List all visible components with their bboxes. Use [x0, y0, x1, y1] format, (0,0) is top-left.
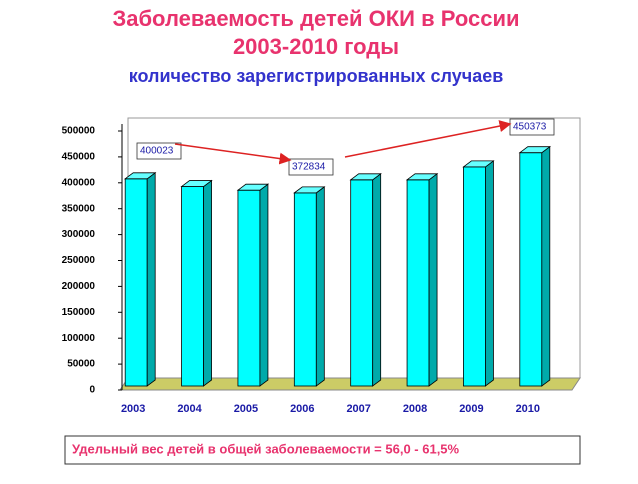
bar-top [462, 160, 495, 168]
y-tick-label: 500000 [62, 126, 96, 137]
bar-side [259, 183, 269, 387]
x-tick-label: 2006 [290, 403, 314, 415]
bar-front [124, 178, 148, 387]
bar-side [541, 145, 551, 387]
bar-front [519, 152, 543, 387]
x-tick-label: 2008 [403, 403, 427, 415]
bar-top [236, 183, 270, 191]
bar-top [349, 173, 382, 181]
x-tick-label: 2009 [459, 403, 483, 415]
x-tick-label: 2010 [516, 403, 540, 415]
value-label-box [136, 142, 182, 160]
y-tick-label: 50000 [67, 359, 95, 370]
bar-top [180, 180, 213, 187]
y-tick-label: 450000 [62, 152, 96, 163]
bar [123, 171, 157, 387]
y-tick-label: 350000 [62, 203, 96, 214]
bar-front [350, 179, 374, 387]
x-tick-label: 2007 [346, 403, 370, 415]
y-tick-label: 200000 [62, 281, 96, 292]
y-tick-label: 250000 [62, 255, 96, 266]
bar [349, 173, 382, 387]
chart-title: 2003-2010 годы [233, 34, 399, 59]
bar [293, 186, 326, 387]
chart-subtitle: количество зарегистрированных случаев [129, 66, 504, 86]
bar-top [123, 172, 157, 180]
bar-side [428, 173, 438, 387]
bar [236, 183, 270, 387]
bar-front [181, 186, 204, 387]
chart-title: Заболеваемость детей ОКИ в России [112, 6, 519, 31]
bar-front [406, 179, 430, 387]
x-tick-label: 2003 [121, 403, 145, 415]
bar-front [293, 192, 317, 387]
bar-side [485, 160, 494, 387]
y-tick-label: 0 [89, 385, 95, 396]
value-label: 372834 [292, 162, 326, 173]
bar-front [237, 189, 261, 387]
note-box [64, 435, 581, 465]
bar-side [146, 171, 156, 387]
y-tick-label: 150000 [62, 307, 96, 318]
bar-front [463, 166, 486, 387]
value-label-box [288, 158, 334, 176]
bar-side [315, 186, 325, 387]
arrow [174, 143, 292, 165]
bar-side [372, 173, 382, 387]
y-tick-label: 300000 [62, 229, 96, 240]
x-tick-label: 2004 [177, 403, 202, 415]
bar [405, 173, 439, 387]
bar-top [293, 186, 326, 194]
bar-top [405, 173, 439, 181]
bar [518, 145, 552, 387]
x-tick-label: 2005 [234, 403, 258, 415]
bar [462, 160, 495, 387]
y-tick-label: 400000 [62, 177, 96, 188]
bar-top [518, 146, 552, 154]
value-label: 400023 [140, 146, 174, 157]
bar [180, 179, 213, 387]
bar-side [203, 179, 212, 387]
y-tick-label: 100000 [62, 333, 96, 344]
arrow [344, 120, 512, 158]
annotation: Удельный вес детей в общей заболеваемост… [72, 441, 460, 456]
value-label: 450373 [513, 122, 547, 133]
